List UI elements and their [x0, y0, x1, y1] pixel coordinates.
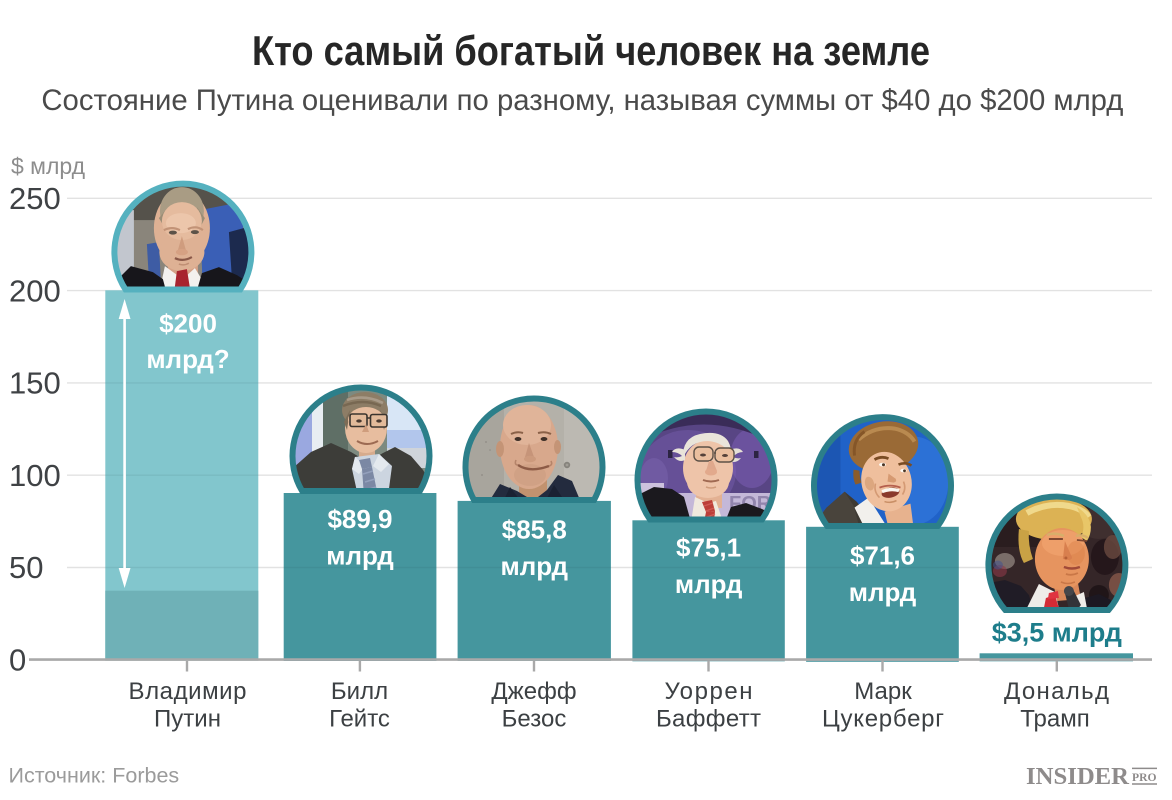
- svg-text:Билл: Билл: [331, 678, 388, 705]
- svg-text:50: 50: [9, 550, 43, 585]
- svg-text:200: 200: [9, 273, 61, 308]
- svg-text:$85,8: $85,8: [502, 514, 567, 544]
- svg-text:Кто самый богатый человек на з: Кто самый богатый человек на земле: [252, 27, 930, 74]
- svg-text:$200: $200: [159, 308, 217, 338]
- svg-text:$75,1: $75,1: [676, 532, 741, 562]
- svg-text:Уоррен: Уоррен: [665, 678, 753, 705]
- svg-text:Цукерберг: Цукерберг: [822, 706, 944, 733]
- svg-text:250: 250: [9, 181, 61, 216]
- svg-text:PRO: PRO: [1132, 770, 1157, 784]
- svg-text:$89,9: $89,9: [327, 504, 392, 534]
- svg-text:Марк: Марк: [854, 678, 912, 705]
- svg-text:Трамп: Трамп: [1020, 706, 1090, 733]
- svg-text:$71,6: $71,6: [850, 540, 915, 570]
- svg-text:млрд: млрд: [326, 540, 394, 570]
- svg-text:$ млрд: $ млрд: [11, 153, 86, 179]
- svg-text:Путин: Путин: [154, 706, 221, 733]
- svg-text:0: 0: [9, 643, 26, 678]
- svg-text:Безос: Безос: [502, 706, 567, 733]
- svg-text:млрд: млрд: [849, 577, 917, 607]
- svg-text:Баффетт: Баффетт: [656, 706, 761, 733]
- svg-text:INSIDER: INSIDER: [1026, 763, 1129, 790]
- svg-text:Гейтс: Гейтс: [329, 706, 390, 733]
- svg-text:Источник: Forbes: Источник: Forbes: [9, 764, 180, 788]
- svg-text:млрд: млрд: [501, 551, 569, 581]
- svg-text:Джефф: Джефф: [491, 678, 576, 705]
- svg-text:Состояние Путина оценивали по: Состояние Путина оценивали по разному, н…: [41, 84, 1123, 117]
- svg-text:150: 150: [9, 366, 61, 401]
- svg-text:100: 100: [9, 458, 61, 493]
- svg-text:$3,5 млрд: $3,5 млрд: [992, 618, 1122, 648]
- svg-text:млрд: млрд: [675, 569, 743, 599]
- svg-text:Владимир: Владимир: [129, 678, 247, 705]
- svg-text:млрд?: млрд?: [146, 344, 229, 374]
- svg-text:Дональд: Дональд: [1004, 678, 1109, 705]
